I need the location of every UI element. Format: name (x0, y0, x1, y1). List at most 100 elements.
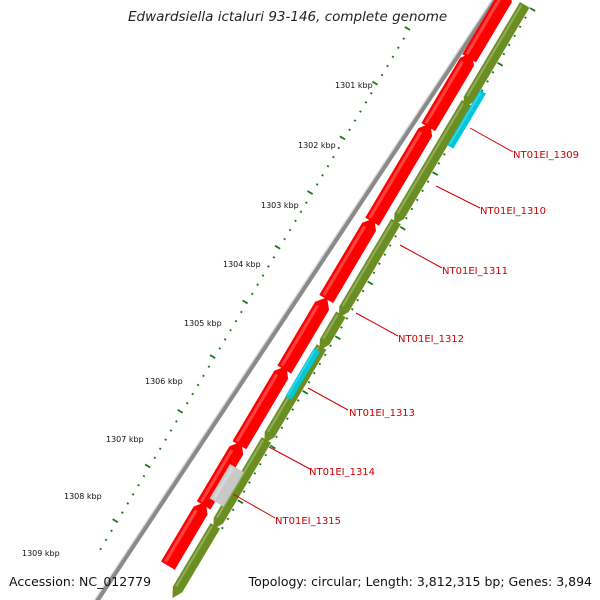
tick-mark (191, 392, 194, 396)
tick-mark (491, 71, 495, 74)
tick-mark (291, 408, 295, 411)
tick-mark (340, 326, 343, 329)
tick-mark (226, 517, 230, 521)
forward-gene (196, 441, 244, 510)
tick-mark (404, 26, 411, 31)
forward-gene (421, 53, 474, 132)
tick-mark (369, 92, 373, 95)
tick-mark (218, 347, 222, 350)
genome-summary-text: Topology: circular; Length: 3,812,315 bp… (248, 574, 592, 589)
tick-mark (261, 274, 265, 277)
tick-mark (164, 438, 167, 441)
tick-mark (394, 235, 397, 238)
tick-mark (507, 43, 511, 47)
tick-label: 1308 kbp (64, 492, 102, 501)
tick-mark (158, 447, 162, 451)
gene-label: NT01EI_1315 (275, 516, 341, 527)
tick-mark (258, 462, 262, 466)
tick-mark (126, 502, 130, 505)
gene-callout: NT01EI_1312 (355, 312, 464, 345)
gene-callout: NT01EI_1310 (435, 185, 546, 217)
tick-mark (480, 89, 484, 92)
callout-leader (232, 493, 276, 519)
gene-label: NT01EI_1310 (480, 206, 546, 217)
tick-label: 1309 kbp (22, 549, 60, 558)
tick-mark (326, 164, 330, 168)
tick-label: 1307 kbp (106, 435, 144, 444)
tick-mark (272, 256, 276, 259)
tick-mark (175, 420, 178, 423)
tick-mark (234, 319, 238, 323)
tick-mark (99, 547, 102, 551)
gene-label: NT01EI_1312 (398, 334, 464, 345)
tick-mark (242, 299, 249, 305)
tick-mark (288, 228, 292, 232)
tick-mark (153, 456, 157, 460)
tick-mark (169, 429, 173, 432)
forward-gene (277, 297, 329, 374)
tick-mark (426, 180, 430, 183)
gene-label: NT01EI_1311 (442, 266, 508, 277)
tick-mark (405, 216, 408, 220)
gene-label: NT01EI_1313 (349, 408, 415, 419)
tick-mark (497, 61, 504, 67)
tick-mark (250, 292, 254, 296)
tick-mark (315, 183, 319, 186)
tick-mark (237, 499, 244, 505)
tick-mark (313, 371, 316, 375)
backbone-highlight (93, 0, 493, 600)
tick-mark (388, 244, 392, 247)
reverse-gene (319, 311, 346, 351)
callout-leader (399, 244, 443, 269)
callout-leader (268, 446, 311, 470)
tick-labels: 1301 kbp 1302 kbp 1303 kbp 1304 kbp 1305 kbp… (22, 81, 373, 558)
tick-label: 1306 kbp (145, 377, 183, 386)
tick-mark (353, 119, 357, 122)
tick-mark (283, 237, 286, 241)
tick-mark (185, 401, 189, 405)
tick-mark (410, 207, 414, 211)
tick-mark (256, 283, 259, 286)
tick-mark (378, 262, 381, 265)
rna-feature-1313 (285, 348, 320, 400)
tick-mark (442, 153, 446, 156)
tick-mark (209, 354, 216, 359)
tick-label: 1304 kbp (223, 260, 261, 269)
tick-mark (137, 483, 140, 487)
tick-label: 1302 kbp (298, 141, 336, 150)
tick-mark (242, 490, 246, 493)
reverse-gene (394, 100, 472, 225)
tick-mark (274, 244, 281, 250)
tick-mark (323, 353, 327, 357)
feature-track (161, 0, 530, 599)
accession-text: Accession: NC_012779 (9, 574, 152, 589)
tick-mark (391, 55, 395, 59)
backbone-line (94, 0, 498, 600)
tick-mark (337, 146, 341, 150)
tick-mark (371, 80, 378, 86)
genome-backbone (93, 0, 498, 600)
tick-mark (286, 417, 289, 420)
tick-mark (306, 190, 314, 195)
tick-mark (415, 198, 419, 202)
tick-mark (253, 472, 257, 475)
tick-mark (264, 453, 268, 457)
gene-label: NT01EI_1314 (309, 467, 375, 478)
tick-mark (359, 110, 362, 113)
tick-mark (121, 511, 124, 514)
tick-mark (421, 189, 424, 193)
tick-mark (329, 344, 332, 348)
tick-mark (296, 399, 300, 402)
reverse-gene (463, 2, 530, 108)
forward-gene (365, 123, 433, 226)
tick-mark (104, 538, 108, 542)
tick-mark (144, 463, 151, 469)
tick-mark (356, 298, 360, 302)
tick-mark (196, 383, 200, 387)
tick-mark (142, 474, 146, 478)
gene-callout: NT01EI_1311 (399, 244, 508, 277)
tick-mark (294, 219, 297, 223)
tick-mark (348, 128, 351, 132)
tick-mark (223, 338, 227, 341)
tick-label: 1305 kbp (184, 319, 222, 328)
